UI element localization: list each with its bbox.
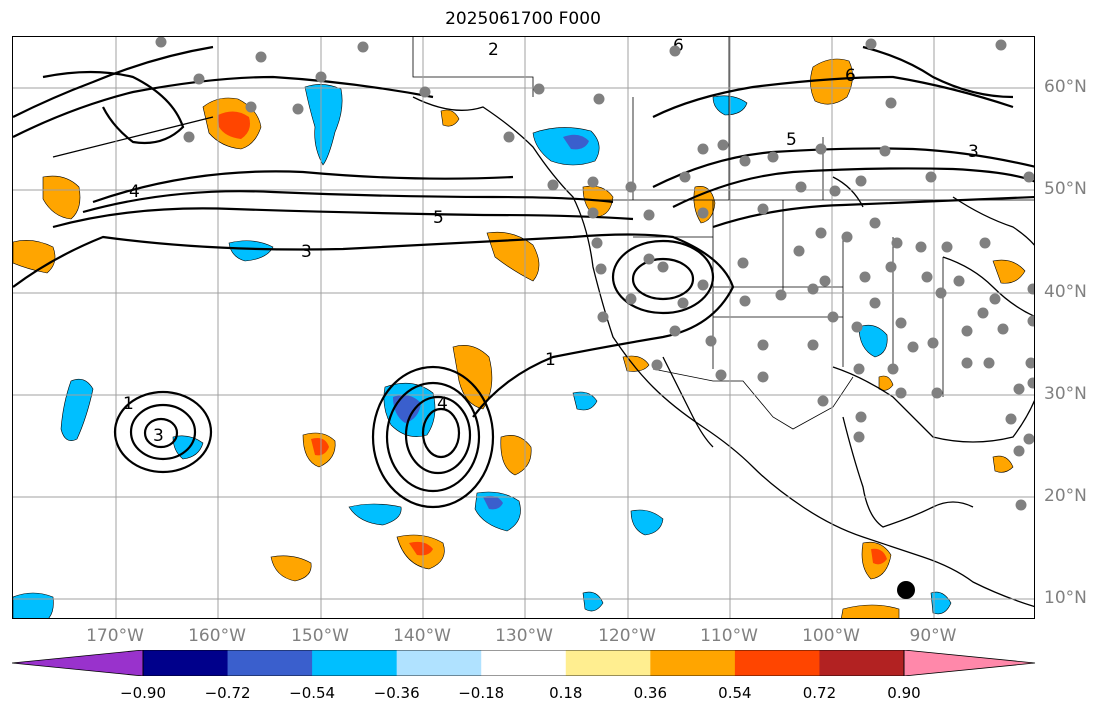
contour-label: 6 [673, 37, 684, 56]
colorbar-extend-high [904, 650, 1035, 676]
station-dots [155, 37, 1034, 511]
longitude-label: 170°W [86, 626, 144, 646]
latitude-label: 60°N [1044, 77, 1087, 97]
colorbar-tick-label: −0.54 [289, 684, 336, 702]
contour-label: 4 [437, 394, 448, 414]
longitude-label: 100°W [802, 626, 860, 646]
colorbar [11, 649, 1036, 680]
colorbar-segments [12, 650, 1035, 676]
colorbar-tick-label: −0.90 [120, 684, 166, 702]
latitude-label: 50°N [1044, 179, 1087, 199]
colorbar-segment [734, 650, 820, 676]
colorbar-tick-label: 0.90 [887, 684, 921, 702]
colorbar-tick-label: −0.18 [458, 684, 505, 702]
contour-label: 6 [845, 66, 856, 86]
graticule [13, 37, 1034, 618]
longitude-label: 110°W [700, 626, 758, 646]
shaded-anomalies [13, 58, 1026, 618]
colorbar-extend-low [12, 650, 143, 676]
colorbar-segment [312, 650, 398, 676]
colorbar-segment [650, 650, 736, 676]
colorbar-tick-label: 0.72 [802, 684, 837, 702]
colorbar-tick-label: 0.18 [549, 684, 583, 702]
contour-lines [13, 45, 1034, 509]
colorbar-tick-label: 0.36 [633, 684, 668, 702]
longitude-label: 120°W [598, 626, 656, 646]
longitude-label: 140°W [393, 626, 451, 646]
latitude-label: 30°N [1044, 384, 1087, 404]
contour-label: 3 [301, 242, 312, 262]
longitude-label: 90°W [909, 626, 957, 646]
colorbar-tick-label: 0.54 [718, 684, 752, 702]
contour-label: 5 [433, 208, 444, 228]
longitude-label: 160°W [188, 626, 246, 646]
latitude-label: 40°N [1044, 282, 1087, 302]
longitude-label: 150°W [291, 626, 349, 646]
contour-label: 3 [153, 426, 164, 446]
location-marker [897, 581, 915, 599]
colorbar-segment [819, 650, 905, 676]
longitude-label: 130°W [495, 626, 553, 646]
colorbar-tick-label: −0.72 [204, 684, 251, 702]
map-canvas: 1 2 3 3 4 4 5 5 6 6 1 3 [13, 37, 1034, 618]
colorbar-segment [565, 650, 651, 676]
coastlines [52, 96, 1034, 608]
contour-labels: 1 2 3 3 4 4 5 5 6 6 1 3 [123, 37, 979, 446]
contour-label: 1 [545, 350, 556, 370]
colorbar-segment [481, 650, 567, 676]
colorbar-segment [227, 650, 313, 676]
contour-label: 3 [968, 142, 979, 162]
map-title: 2025061700 F000 [445, 9, 601, 29]
contour-label: 2 [488, 40, 499, 60]
map-panel[interactable]: 1 2 3 3 4 4 5 5 6 6 1 3 [12, 36, 1035, 619]
colorbar-segment [396, 650, 482, 676]
colorbar-segment [143, 650, 229, 676]
latitude-label: 20°N [1044, 486, 1087, 506]
contour-label: 5 [786, 130, 797, 150]
latitude-label: 10°N [1044, 588, 1087, 608]
contour-label: 1 [123, 394, 134, 414]
contour-label: 4 [129, 182, 140, 202]
colorbar-tick-label: −0.36 [373, 684, 420, 702]
